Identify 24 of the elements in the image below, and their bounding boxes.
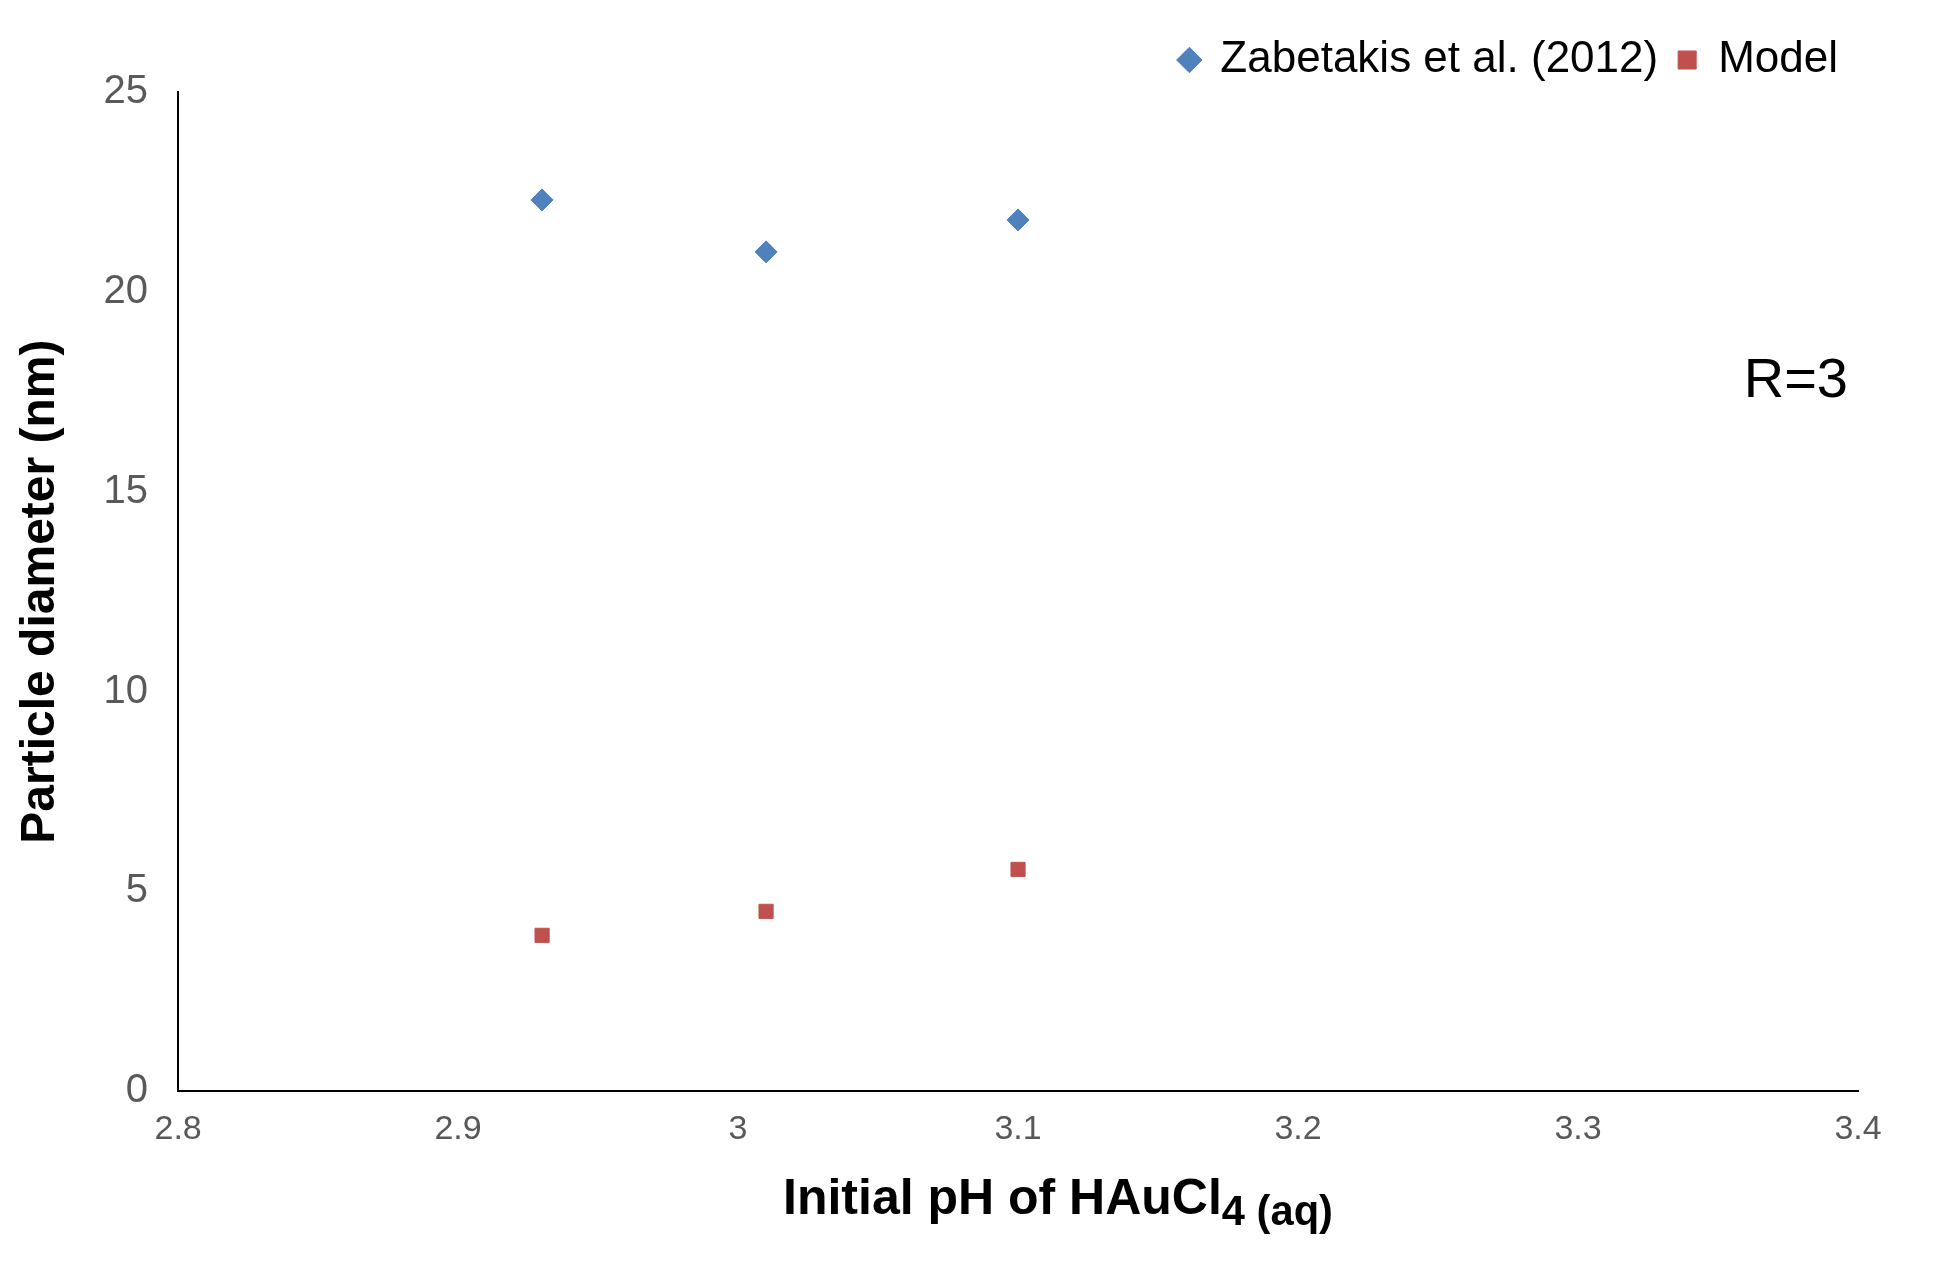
y-tick-label: 15	[103, 466, 149, 511]
y-tick-label: 5	[125, 866, 149, 911]
point	[530, 188, 554, 212]
x-tick-label: 3.3	[1554, 1107, 1602, 1146]
y-axis-title: Particle diameter (nm)	[11, 339, 65, 844]
y-tick-label: 10	[103, 666, 149, 711]
x-axis-title: Initial pH of HAuCl$_{4 (aq)}$	[782, 1168, 1334, 1235]
point	[1010, 861, 1026, 877]
x-tick-label: 3.1	[994, 1107, 1042, 1146]
x-tick-label: 2.8	[154, 1107, 202, 1146]
y-tick-label: 25	[103, 67, 149, 112]
x-tick-label: 2.9	[434, 1107, 482, 1146]
point	[758, 903, 774, 919]
point	[754, 240, 778, 264]
y-tick-label: 20	[103, 266, 149, 311]
x-tick-label: 3.2	[1274, 1107, 1322, 1146]
point	[534, 927, 550, 943]
y-tick-label: 0	[125, 1066, 149, 1111]
annotation: R=3	[1743, 346, 1848, 410]
x-tick-label: 3.4	[1834, 1107, 1882, 1146]
legend-label: Model	[1718, 32, 1838, 82]
point	[1006, 208, 1030, 232]
x-tick-label: 3	[728, 1107, 748, 1146]
legend-label: Zabetakis et al. (2012)	[1220, 32, 1659, 82]
